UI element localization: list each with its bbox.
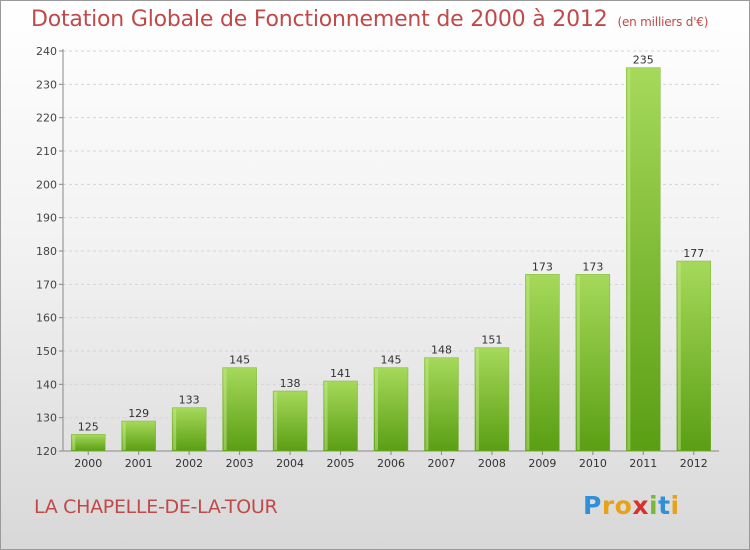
- logo-letter: o: [614, 491, 633, 520]
- x-tick-label: 2008: [478, 457, 506, 470]
- bar: [474, 347, 510, 452]
- x-tick-label: 2003: [226, 457, 254, 470]
- y-tick-label: 120: [36, 445, 57, 458]
- y-tick-label: 220: [36, 112, 57, 125]
- y-tick-label: 150: [36, 345, 57, 358]
- x-tick-label: 2002: [175, 457, 203, 470]
- bar-highlight: [324, 382, 328, 450]
- logo-letter: i: [649, 491, 659, 520]
- data-label: 129: [128, 407, 149, 420]
- x-tick-label: 2010: [579, 457, 607, 470]
- bar-highlight: [72, 435, 76, 450]
- data-label: 133: [179, 394, 200, 407]
- bar-highlight: [475, 348, 479, 450]
- y-tick-label: 170: [36, 278, 57, 291]
- x-tick-label: 2009: [528, 457, 556, 470]
- y-tick-label: 240: [36, 45, 57, 58]
- proxiti-logo[interactable]: Proxiti: [583, 491, 680, 520]
- bar-highlight: [526, 275, 530, 450]
- x-tick-label: 2007: [427, 457, 455, 470]
- data-label: 235: [633, 54, 654, 67]
- bar: [323, 380, 358, 452]
- labels: 120 130 140 150 160 170 180 190 200 210 220 230 240 1…: [36, 45, 708, 470]
- logo-letter: i: [670, 491, 680, 520]
- x-tick-label: 2012: [680, 457, 708, 470]
- x-tick-label: 2011: [629, 457, 657, 470]
- y-tick-label: 180: [36, 245, 57, 258]
- bar-highlight: [173, 408, 177, 450]
- data-label: 141: [330, 367, 351, 380]
- bar: [575, 274, 611, 452]
- x-tick-label: 2000: [74, 457, 102, 470]
- y-tick-label: 230: [36, 78, 57, 91]
- x-tick-label: 2004: [276, 457, 304, 470]
- logo-letter: t: [658, 491, 671, 520]
- x-tick-label: 2006: [377, 457, 405, 470]
- bar-highlight: [223, 368, 227, 450]
- logo-letter: r: [601, 491, 615, 520]
- bar: [525, 274, 560, 452]
- chart-title-text: Dotation Globale de Fonctionnement de 20…: [31, 7, 608, 32]
- bar: [373, 367, 409, 452]
- chart-title: Dotation Globale de Fonctionnement de 20…: [31, 7, 708, 32]
- data-label: 145: [229, 354, 250, 367]
- bar: [424, 357, 459, 452]
- data-label: 138: [280, 377, 301, 390]
- bars: [70, 67, 712, 452]
- data-label: 145: [381, 354, 402, 367]
- y-tick-label: 210: [36, 145, 57, 158]
- y-tick-label: 200: [36, 178, 57, 191]
- bar: [70, 434, 106, 452]
- bar-highlight: [375, 368, 378, 450]
- bar-highlight: [122, 422, 126, 450]
- bar: [171, 407, 207, 452]
- x-tick-label: 2001: [125, 457, 153, 470]
- bar-highlight: [677, 262, 681, 450]
- y-tick-label: 140: [36, 378, 57, 391]
- x-tick-label: 2005: [327, 457, 355, 470]
- y-tick-label: 160: [36, 312, 57, 325]
- data-label: 148: [431, 344, 452, 357]
- bar: [272, 390, 308, 452]
- bar: [121, 420, 156, 452]
- commune-name: LA CHAPELLE-DE-LA-TOUR: [34, 496, 278, 518]
- bar: [676, 260, 712, 452]
- y-tick-label: 130: [36, 412, 57, 425]
- data-label: 173: [532, 260, 553, 273]
- bar-highlight: [576, 275, 580, 450]
- logo-letter: x: [632, 491, 649, 520]
- bar: [626, 67, 661, 452]
- logo-letter: P: [583, 491, 602, 520]
- bar: [222, 367, 257, 452]
- bar-highlight: [274, 392, 278, 450]
- data-label: 173: [582, 260, 603, 273]
- bar-highlight: [425, 358, 429, 450]
- data-label: 177: [683, 247, 704, 260]
- bar-highlight: [627, 68, 631, 451]
- data-label: 125: [78, 420, 99, 433]
- data-label: 151: [481, 334, 502, 347]
- chart-unit-label: (en milliers d'€): [617, 15, 709, 29]
- y-tick-label: 190: [36, 212, 57, 225]
